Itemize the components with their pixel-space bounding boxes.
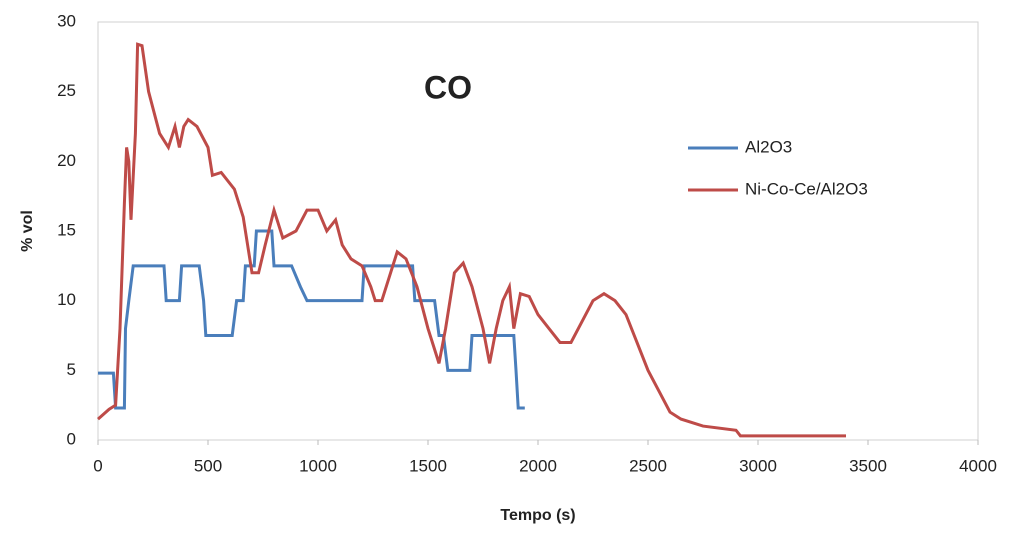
x-tick-label: 4000	[959, 456, 997, 475]
plot-frame	[97, 21, 979, 441]
x-tick-label: 2500	[629, 456, 667, 475]
y-tick-label: 30	[57, 11, 76, 30]
x-tick-label: 3500	[849, 456, 887, 475]
y-tick-label: 20	[57, 151, 76, 170]
y-tick-label: 25	[57, 81, 76, 100]
x-tick-label: 500	[194, 456, 222, 475]
x-tick-label: 1500	[409, 456, 447, 475]
legend-label: Ni-Co-Ce/Al2O3	[745, 179, 868, 198]
legend-label: Al2O3	[745, 137, 792, 156]
series-line	[97, 42, 846, 438]
y-tick-label: 15	[57, 220, 76, 239]
chart-title: CO	[424, 69, 472, 105]
x-axis-label: Tempo (s)	[500, 507, 575, 524]
series-line	[98, 229, 525, 410]
y-tick-label: 0	[67, 429, 76, 448]
y-tick-label: 5	[67, 360, 76, 379]
y-axis-label: % vol	[19, 210, 36, 252]
x-tick-label: 3000	[739, 456, 777, 475]
x-tick-label: 1000	[299, 456, 337, 475]
x-tick-label: 2000	[519, 456, 557, 475]
y-tick-label: 10	[57, 290, 76, 309]
x-tick-label: 0	[93, 456, 102, 475]
